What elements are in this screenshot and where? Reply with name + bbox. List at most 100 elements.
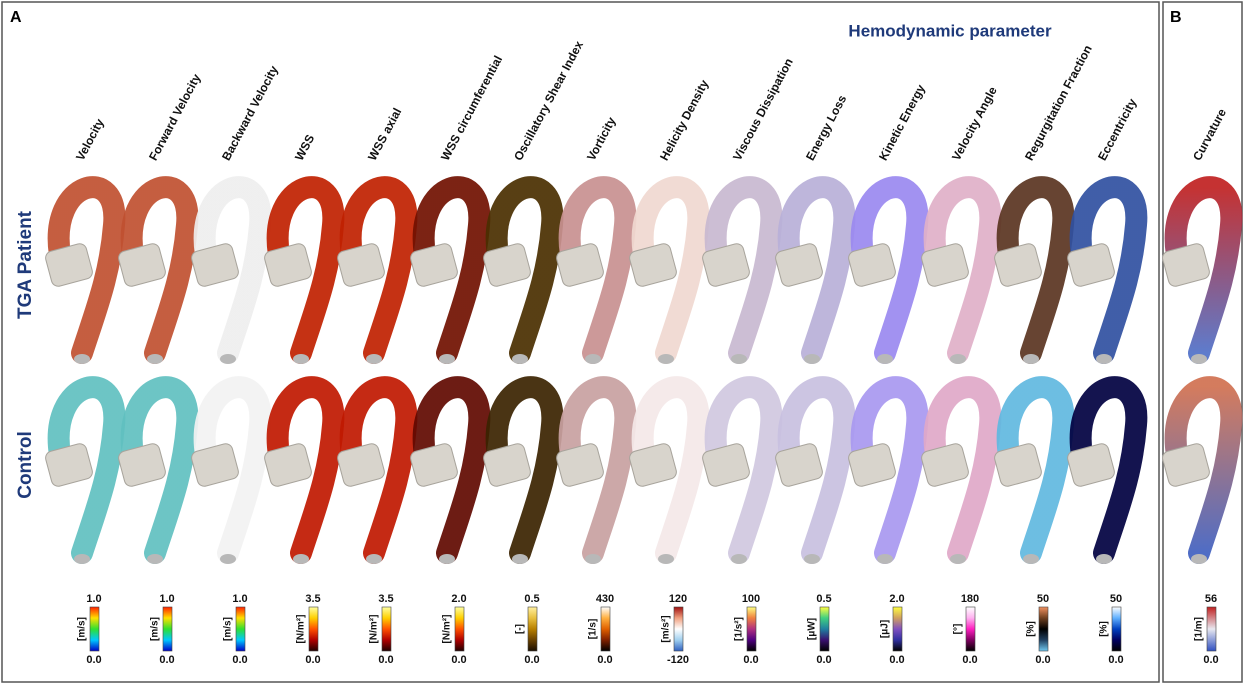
colorbar-min: 0.0 [378, 654, 393, 666]
heart-block [191, 243, 239, 287]
vessel-cap [74, 354, 90, 364]
colorbar [454, 606, 465, 652]
heart-block [629, 243, 677, 287]
aorta-render [191, 376, 272, 564]
heart-block [191, 443, 239, 487]
heart-block [556, 443, 604, 487]
aorta-render [264, 176, 345, 364]
aorta-render [191, 176, 272, 364]
colorbar-unit: [1/s] [588, 619, 599, 640]
column-label: Backward Velocity [219, 63, 281, 163]
colorbar-unit: [N/m²] [369, 615, 380, 644]
colorbar [673, 606, 684, 652]
colorbar-min: 0.0 [232, 654, 247, 666]
colorbar [89, 606, 100, 652]
vessel-cap [877, 354, 893, 364]
aorta-render [775, 376, 856, 564]
colorbar-unit: [N/m²] [442, 615, 453, 644]
vessel-cap [731, 354, 747, 364]
heart-block [775, 443, 823, 487]
panel-b-frame [1162, 1, 1243, 683]
vessel-cap [512, 354, 528, 364]
aorta-render [45, 376, 126, 564]
vessel [631, 176, 710, 364]
column-label: Regurgitation Fraction [1022, 43, 1095, 163]
column-label: Oscillatory Shear Index [511, 38, 586, 163]
colorbar-max: 3.5 [305, 593, 320, 605]
vessel-cap [658, 354, 674, 364]
heart-block [629, 443, 677, 487]
vessel [266, 376, 345, 564]
colorbar-min: 0.0 [889, 654, 904, 666]
vessel-cap [585, 554, 601, 564]
aorta-render [1162, 376, 1243, 564]
heart-block [45, 443, 93, 487]
aorta-render [118, 176, 199, 364]
aorta-render [702, 176, 783, 364]
vessel [923, 176, 1002, 364]
aorta-render [848, 376, 929, 564]
vessel-cap [512, 554, 528, 564]
heart-block [775, 243, 823, 287]
colorbar-min: 0.0 [86, 654, 101, 666]
vessel [777, 376, 856, 564]
vessel-cap [804, 354, 820, 364]
heart-block [1067, 443, 1115, 487]
vessel-cap [1023, 554, 1039, 564]
colorbar [235, 606, 246, 652]
vessel-cap [950, 354, 966, 364]
vessel [120, 176, 199, 364]
vessel [485, 176, 564, 364]
vessel-cap [1191, 554, 1207, 564]
vessel [412, 376, 491, 564]
column-label: Kinetic Energy [876, 82, 928, 163]
aorta-render [45, 176, 126, 364]
vessel [193, 376, 272, 564]
heart-block [1067, 243, 1115, 287]
vessel-cap [220, 554, 236, 564]
vessel [339, 176, 418, 364]
vessel [47, 376, 126, 564]
aorta-render [702, 376, 783, 564]
heart-block [45, 243, 93, 287]
colorbar-min: 0.0 [451, 654, 466, 666]
vessel [120, 376, 199, 564]
panel-a-frame [1, 1, 1160, 683]
aorta-render [629, 176, 710, 364]
vessel [339, 376, 418, 564]
vessel [996, 176, 1075, 364]
vessel [1069, 376, 1148, 564]
colorbar-unit: [m/s] [223, 617, 234, 641]
colorbar-unit: [-] [515, 624, 526, 634]
colorbar [162, 606, 173, 652]
aorta-render [1162, 176, 1243, 364]
aorta-render [337, 376, 418, 564]
column-label: Eccentricity [1095, 96, 1139, 163]
colorbar-min: 0.0 [1108, 654, 1123, 666]
aorta-render [264, 376, 345, 564]
colorbar-min: 0.0 [1035, 654, 1050, 666]
vessel-cap [950, 554, 966, 564]
column-label: Curvature [1190, 106, 1229, 163]
heart-block [1162, 443, 1210, 487]
colorbar-unit: [m/s²] [661, 615, 672, 642]
vessel [485, 376, 564, 564]
aorta-render [410, 176, 491, 364]
colorbar-unit: [1/s²] [734, 617, 745, 641]
vessel-cap [1191, 354, 1207, 364]
aorta-render [921, 176, 1002, 364]
heart-block [337, 443, 385, 487]
colorbar-max: 56 [1205, 593, 1217, 605]
colorbar-min: 0.0 [159, 654, 174, 666]
row-label: Control [15, 431, 36, 499]
heart-block [848, 243, 896, 287]
heart-block [410, 243, 458, 287]
colorbar-unit: [%] [1099, 621, 1110, 637]
aorta-render [483, 176, 564, 364]
column-label: WSS [292, 132, 317, 163]
column-label: Forward Velocity [146, 71, 204, 163]
heart-block [921, 443, 969, 487]
colorbar [965, 606, 976, 652]
row-label: TGA Patient [15, 210, 36, 319]
column-label: Vorticity [584, 114, 619, 162]
